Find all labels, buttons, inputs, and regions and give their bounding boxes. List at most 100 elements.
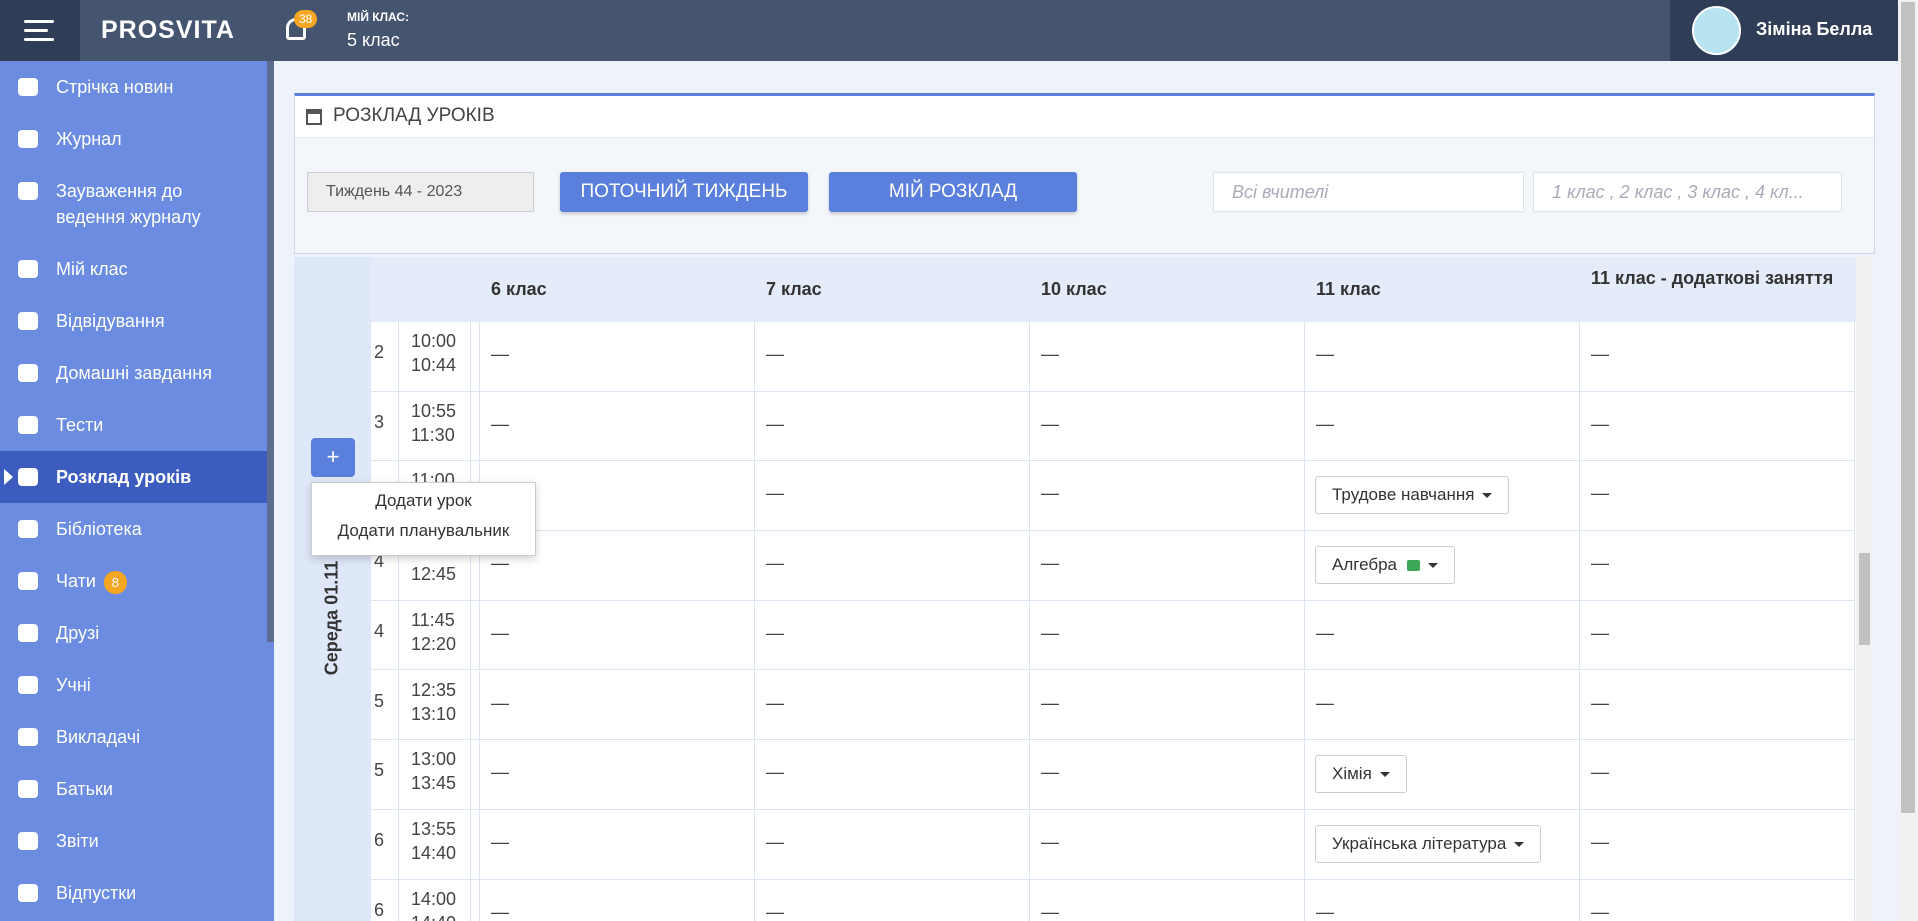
empty-lesson: — <box>491 344 509 364</box>
nav-icon <box>18 572 38 590</box>
lesson-cell: — <box>755 809 1030 880</box>
lesson-cell: — <box>1305 879 1580 921</box>
time-cell: 13:00 13:45 <box>399 740 471 810</box>
lesson-dropdown[interactable]: Трудове навчання <box>1315 476 1510 515</box>
time-cell: 12:45 <box>399 531 471 601</box>
empty-lesson: — <box>1041 901 1059 921</box>
empty-lesson: — <box>1316 692 1334 713</box>
logo[interactable]: PROSVITA <box>101 16 235 44</box>
empty-lesson: — <box>491 692 509 713</box>
nav-item[interactable]: Батьки <box>0 763 267 815</box>
nav-item[interactable]: Домашні завдання <box>0 347 267 399</box>
class-select[interactable]: 5 клас <box>347 30 400 50</box>
lesson-cell: — <box>480 740 755 810</box>
empty-lesson: — <box>1041 344 1059 364</box>
current-week-button[interactable]: ПОТОЧНИЙ ТИЖДЕНЬ <box>560 172 808 212</box>
column-header: 11 клас - додаткові заняття <box>1591 268 1834 288</box>
gap-cell <box>471 600 480 671</box>
nav-label: Домашні завдання <box>56 363 212 383</box>
lesson-cell: — <box>480 879 755 921</box>
empty-lesson: — <box>1591 622 1609 643</box>
gap-cell <box>471 670 480 741</box>
nav-item[interactable]: Стрічка новин <box>0 61 267 113</box>
lesson-cell: — <box>1030 600 1305 671</box>
lesson-cell: Трудове навчання <box>1305 461 1580 532</box>
row-number: 6 <box>371 809 399 880</box>
end-time: 14:40 <box>411 911 470 921</box>
nav-icon <box>18 468 38 486</box>
nav-item[interactable]: Друзі <box>0 607 267 659</box>
empty-lesson: — <box>1041 622 1059 643</box>
row-number: 5 <box>371 740 399 810</box>
end-time: 10:44 <box>411 355 457 375</box>
caret <box>1428 563 1438 569</box>
nav-label: Відвідування <box>56 311 165 331</box>
nav-item[interactable]: Викладачі <box>0 711 267 763</box>
nav-item[interactable]: Мій клас <box>0 243 267 295</box>
empty-lesson: — <box>491 762 509 783</box>
video-icon <box>1407 560 1420 572</box>
lesson-cell: — <box>1580 391 1855 462</box>
nav-item[interactable]: Відпустки <box>0 867 267 919</box>
lesson-cell: — <box>1580 322 1855 392</box>
nav-icon <box>18 312 38 330</box>
lesson-cell: — <box>1580 531 1855 601</box>
row-number: 4 <box>371 531 399 601</box>
lesson-dropdown[interactable]: Алгебра <box>1315 546 1455 585</box>
start-time: 13:00 <box>411 749 457 770</box>
lesson-cell: — <box>1580 670 1855 741</box>
menu-item[interactable]: Додати урок <box>375 491 472 510</box>
menu-button[interactable] <box>0 0 80 61</box>
nav-item[interactable]: Учні <box>0 659 267 711</box>
lesson-name: Алгебра <box>1332 555 1397 575</box>
user-name[interactable]: Зіміна Белла <box>1756 19 1873 39</box>
empty-lesson: — <box>1316 622 1334 643</box>
lesson-cell: — <box>480 391 755 462</box>
menu-item[interactable]: Додати планувальник <box>337 521 510 540</box>
nav-item[interactable]: Тести <box>0 399 267 451</box>
empty-lesson: — <box>766 692 784 713</box>
nav-item[interactable]: Чати 8 <box>0 555 267 607</box>
nav-label: Стрічка новин <box>56 77 174 97</box>
nav-icon <box>18 78 38 96</box>
caret <box>1379 772 1390 778</box>
class-filter[interactable]: 1 клас , 2 клас , 3 клас , 4 кл... <box>1533 172 1842 212</box>
lesson-cell: — <box>755 670 1030 741</box>
nav-icon <box>18 182 38 200</box>
empty-lesson: — <box>766 553 784 574</box>
teacher-select[interactable]: Всі вчителі <box>1213 172 1524 212</box>
lesson-dropdown[interactable]: Українська література <box>1315 824 1542 863</box>
row-number: 2 <box>371 322 399 392</box>
lesson-cell: — <box>1580 461 1855 532</box>
class-label: МІЙ КЛАС: <box>347 10 410 24</box>
panel-title: РОЗКЛАД УРОКІВ <box>333 105 495 126</box>
nav-item[interactable]: Розклад уроків <box>0 451 267 503</box>
add-button[interactable]: + <box>311 438 355 477</box>
row-number: 3 <box>371 391 399 462</box>
time-cell: 11:45 12:20 <box>399 600 471 671</box>
week-input[interactable]: Тиждень 44 - 2023 <box>307 172 534 212</box>
gap-cell <box>471 740 480 810</box>
nav-item[interactable]: Журнал <box>0 113 267 165</box>
empty-lesson: — <box>766 483 784 504</box>
nav-icon <box>18 728 38 746</box>
row-number: 4 <box>371 600 399 671</box>
row-number: 6 <box>371 879 399 921</box>
time-cell: 12:35 13:10 <box>399 670 471 741</box>
lesson-cell: — <box>1305 391 1580 462</box>
nav-item[interactable]: Відвідування <box>0 295 267 347</box>
end-time: 12:20 <box>411 633 457 654</box>
lesson-dropdown[interactable]: Хімія <box>1315 755 1407 794</box>
column-header: 10 клас <box>1041 279 1107 299</box>
nav-label: Розклад уроків <box>56 467 192 487</box>
time-cell: 14:00 14:40 <box>399 879 471 921</box>
nav-item[interactable]: Бібліотека <box>0 503 267 555</box>
lesson-cell: — <box>1580 809 1855 880</box>
nav-item[interactable]: Звіти <box>0 815 267 867</box>
end-time: 13:45 <box>411 773 457 794</box>
sidebar: Стрічка новин Журнал Зауваження до ведення… <box>0 61 274 921</box>
lesson-cell: — <box>1030 531 1305 601</box>
my-schedule-button[interactable]: МІЙ РОЗКЛАД <box>829 172 1077 212</box>
nav-item[interactable]: Зауваження до ведення журналу <box>0 165 267 243</box>
